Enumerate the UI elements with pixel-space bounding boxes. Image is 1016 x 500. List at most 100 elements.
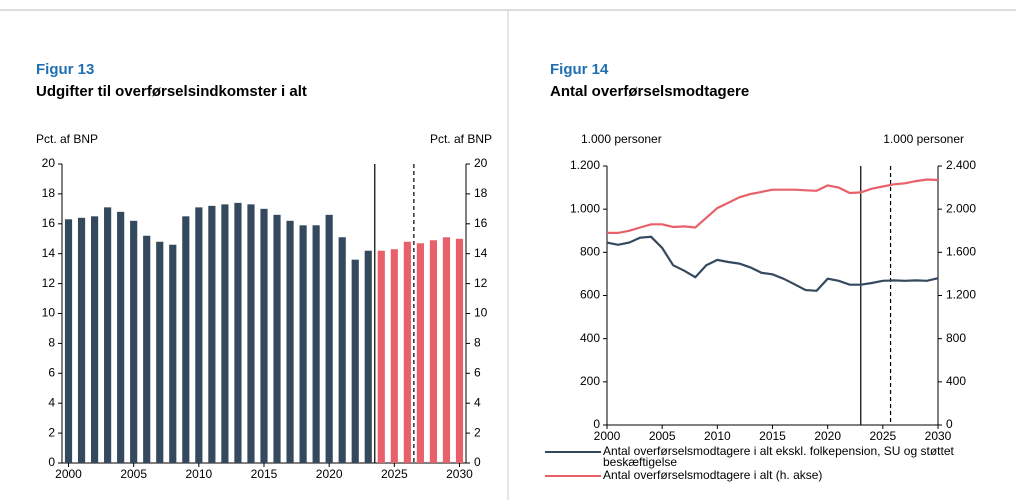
legend-swatch: [545, 475, 601, 477]
bar: [169, 244, 177, 463]
x-tick-label: 2005: [120, 467, 147, 481]
bar: [377, 250, 385, 463]
legend: Antal overførselsmodtagere i alt ekskl. …: [545, 444, 995, 483]
y2-tick-label: 10: [474, 306, 488, 320]
y-axis-label: 1.000 personer: [581, 132, 662, 146]
y2-tick-label: 1.600: [946, 245, 976, 259]
bar: [182, 216, 190, 463]
y2-tick-label: 2: [474, 425, 481, 439]
y2-tick-label: 1.200: [946, 288, 976, 302]
bar: [64, 219, 73, 463]
legend-swatch: [545, 451, 601, 453]
y-tick-label: 1.000: [570, 201, 600, 215]
bar: [260, 208, 268, 463]
y2-tick-label: 0: [474, 455, 481, 469]
bar: [286, 220, 294, 463]
bar: [338, 237, 346, 463]
y-tick-label: 400: [580, 331, 600, 345]
bar: [364, 250, 372, 463]
y-tick-label: 4: [48, 395, 55, 409]
y-tick-label: 16: [42, 216, 56, 230]
bar: [143, 235, 151, 463]
y-tick-label: 0: [593, 417, 600, 431]
y2-tick-label: 16: [474, 216, 488, 230]
bar: [299, 225, 307, 463]
y2-tick-label: 400: [946, 374, 966, 388]
y-tick-label: 600: [580, 288, 600, 302]
x-tick-label: 2015: [251, 467, 278, 481]
line-series: [606, 235, 939, 292]
bar: [312, 225, 320, 463]
y-tick-label: 8: [48, 336, 55, 350]
x-tick-label: 2025: [381, 467, 408, 481]
bar: [130, 220, 138, 463]
x-tick-label: 2000: [55, 467, 82, 481]
bar: [325, 214, 333, 463]
bar: [156, 241, 164, 463]
y2-tick-label: 0: [946, 417, 953, 431]
y-tick-label: 18: [42, 186, 56, 200]
bar: [416, 243, 424, 463]
y-tick-label: 0: [48, 455, 55, 469]
x-tick-label: 2000: [594, 429, 621, 443]
bar: [247, 204, 255, 464]
x-tick-label: 2005: [649, 429, 676, 443]
y2-axis-label: Pct. af BNP: [430, 132, 492, 146]
x-tick-label: 2010: [185, 467, 212, 481]
y2-tick-label: 20: [474, 156, 488, 170]
bar: [117, 211, 125, 463]
y-axis-label: Pct. af BNP: [36, 132, 98, 146]
y-tick-label: 200: [580, 374, 600, 388]
chart-title: Udgifter til overførselsindkomster i alt: [36, 83, 307, 100]
bar: [195, 207, 203, 463]
bar: [455, 238, 464, 463]
y2-tick-label: 18: [474, 186, 488, 200]
bar: [351, 259, 359, 463]
y-tick-label: 14: [42, 246, 56, 260]
figure-label: Figur 14: [550, 61, 609, 78]
x-tick-label: 2020: [814, 429, 841, 443]
bar: [234, 202, 242, 463]
y2-tick-label: 12: [474, 276, 488, 290]
legend-label: Antal overførselsmodtagere i alt (h. aks…: [603, 468, 823, 482]
legend-entry: Antal overførselsmodtagere i alt (h. aks…: [545, 468, 995, 482]
bar: [403, 241, 411, 463]
line-series: [607, 178, 939, 234]
legend-label: Antal overførselsmodtagere i alt ekskl. …: [603, 444, 954, 469]
figure-label: Figur 13: [36, 61, 94, 78]
bar: [273, 214, 281, 463]
y2-tick-label: 2.400: [946, 158, 976, 172]
y2-tick-label: 14: [474, 246, 488, 260]
x-tick-label: 2020: [316, 467, 343, 481]
bar: [221, 204, 229, 464]
x-tick-label: 2025: [869, 429, 896, 443]
bar: [429, 240, 438, 463]
y2-axis-label: 1.000 personer: [883, 132, 964, 146]
y-tick-label: 6: [48, 365, 55, 379]
bar: [77, 217, 86, 463]
y2-tick-label: 2.000: [946, 201, 976, 215]
chart-title: Antal overførselsmodtagere: [550, 83, 749, 100]
y-tick-label: 10: [42, 306, 56, 320]
y-tick-label: 800: [580, 245, 600, 259]
bar: [390, 249, 398, 463]
x-tick-label: 2030: [925, 429, 952, 443]
y2-tick-label: 6: [474, 365, 481, 379]
x-tick-label: 2015: [759, 429, 786, 443]
legend-entry: Antal overførselsmodtagere i alt ekskl. …: [545, 444, 995, 469]
y2-tick-label: 800: [946, 331, 966, 345]
y-tick-label: 20: [42, 156, 56, 170]
x-tick-label: 2010: [704, 429, 731, 443]
y-tick-label: 2: [48, 425, 55, 439]
y-tick-label: 12: [42, 276, 56, 290]
y2-tick-label: 4: [474, 395, 481, 409]
bar: [104, 207, 112, 463]
bar: [90, 216, 99, 463]
y-tick-label: 1.200: [570, 158, 600, 172]
bar: [442, 237, 451, 463]
x-tick-label: 2030: [446, 467, 473, 481]
y2-tick-label: 8: [474, 336, 481, 350]
bar: [208, 205, 216, 464]
